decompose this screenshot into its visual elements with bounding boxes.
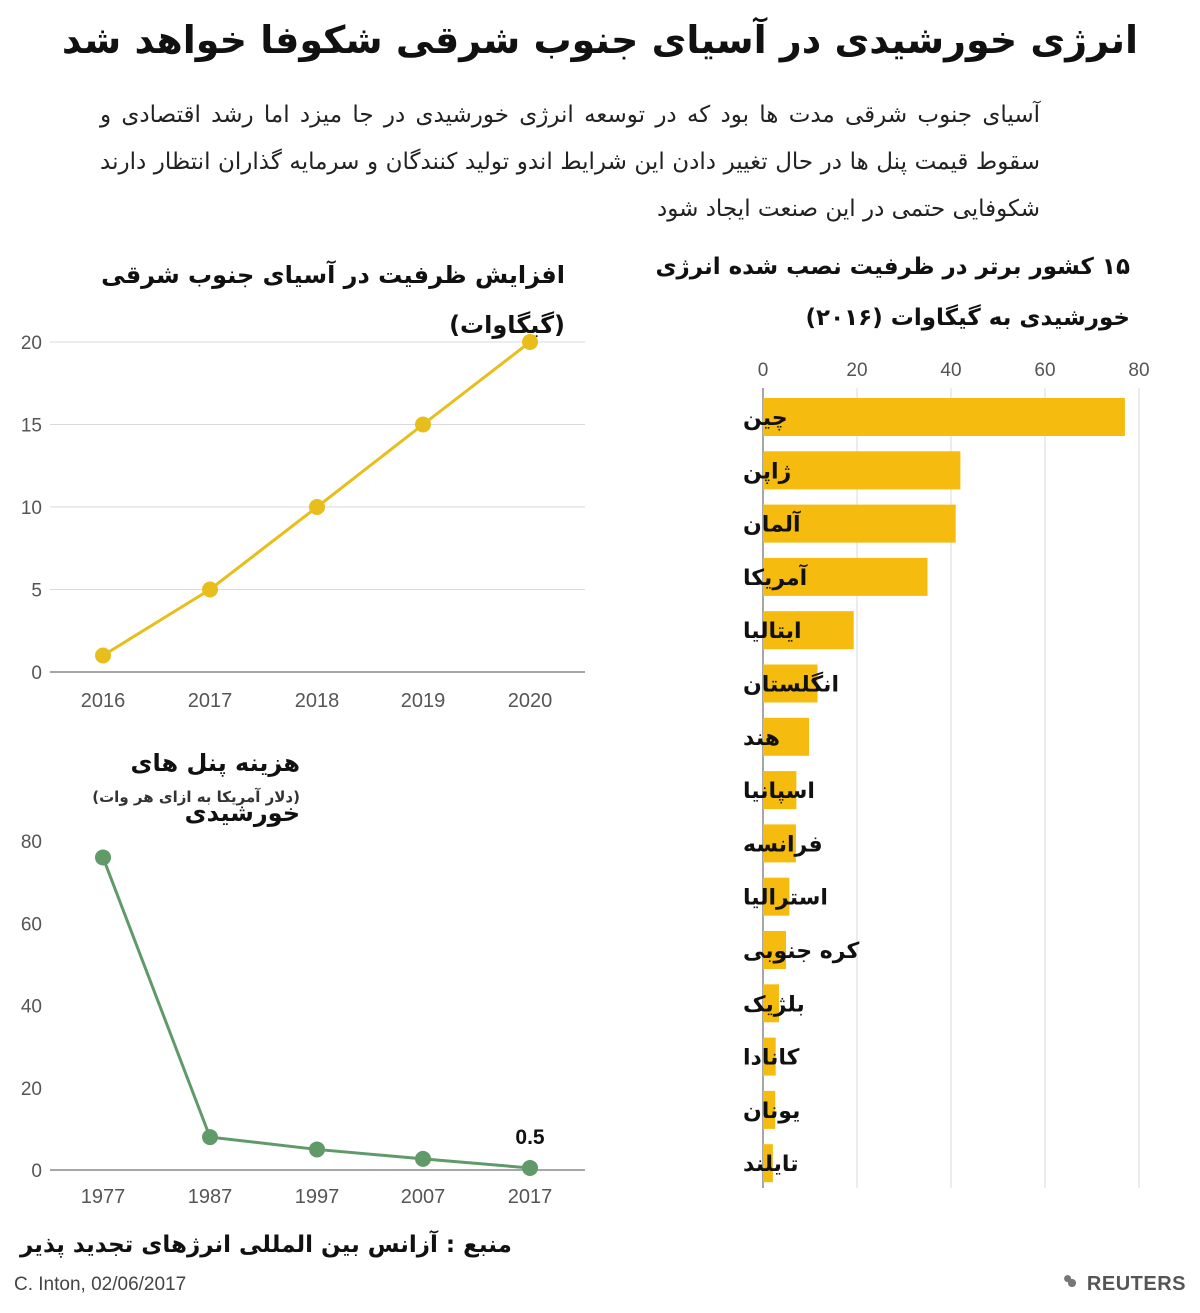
bar-x-tick: 80	[1128, 360, 1149, 381]
capacity-y-tick: 5	[31, 581, 42, 602]
capacity-point	[522, 334, 538, 350]
capacity-point	[95, 647, 111, 664]
bar-x-tick: 0	[758, 360, 769, 381]
cost-point	[309, 1141, 325, 1158]
cost-y-tick: 0	[31, 1161, 42, 1182]
capacity-line-chart: 0 5 10 15 20 2016 2017 2018 2019 2020	[21, 333, 585, 712]
cost-x-tick: 1977	[81, 1186, 126, 1208]
capacity-y-tick: 20	[21, 333, 42, 354]
country-label: فرانسه	[743, 832, 823, 857]
country-label: استرالیا	[743, 886, 828, 911]
cost-x-tick: 1987	[188, 1186, 233, 1208]
capacity-point	[309, 499, 325, 515]
source-note: منبع : آزانس بین المللی انرژهای تجدید پذ…	[20, 1232, 512, 1258]
capacity-chart-title: افزایش ظرفیت در آسیای جنوب شرقی (گیگاوات…	[101, 261, 565, 339]
capacity-series-line	[102, 340, 531, 657]
capacity-y-tick: 0	[31, 663, 42, 684]
capacity-x-tick: 2020	[508, 690, 553, 712]
country-bar-chart: 0 20 40 60 80 چین ژاپن آلمان آمریکا ایتالیا انگلس…	[743, 360, 1150, 1188]
capacity-x-tick: 2018	[295, 690, 340, 712]
capacity-x-tick: 2017	[188, 690, 233, 712]
country-bar	[763, 557, 928, 596]
country-label: یونان	[743, 1099, 800, 1124]
bar-x-tick: 40	[940, 360, 961, 381]
cost-y-tick: 60	[21, 914, 42, 935]
country-label: آلمان	[743, 510, 801, 538]
country-bar	[763, 611, 854, 650]
country-bar	[763, 398, 1125, 436]
capacity-x-tick: 2016	[81, 690, 126, 712]
cost-x-tick: 2007	[401, 1186, 446, 1208]
country-bar	[763, 664, 818, 703]
reuters-logo-text: REUTERS	[1086, 1273, 1186, 1295]
country-bar	[763, 824, 796, 863]
reuters-logo: REUTERS	[1060, 1272, 1186, 1296]
country-label: بلژیک	[743, 992, 805, 1017]
cost-y-tick: 80	[21, 832, 42, 853]
cost-chart-subtitle: (دلار آمریکا به ازای هر وات)	[92, 788, 300, 806]
country-label: ایتالیا	[743, 619, 802, 644]
cost-line-chart: 0 20 40 60 80 1977 1987 1997 2007 2017 0.5	[21, 832, 585, 1208]
country-label: کره جنوبی	[743, 939, 859, 964]
intro-text: آسیای جنوب شرقی مدت ها بود که در توسعه ا…	[100, 102, 1040, 222]
bar-chart-title: ۱۵ کشور برتر در ظرفیت نصب شده انرژی خورش…	[655, 254, 1130, 331]
bar-x-tick: 60	[1034, 360, 1055, 381]
cost-y-tick: 20	[21, 1079, 42, 1100]
country-bar	[763, 451, 961, 490]
cost-x-tick: 2017	[508, 1186, 553, 1208]
cost-chart-title: هزینه پنل های خورشیدی	[130, 749, 300, 827]
country-bar	[763, 984, 779, 1023]
country-label: اسپانیا	[743, 779, 815, 804]
reuters-logo-icon	[1060, 1272, 1083, 1294]
country-bar	[763, 1144, 773, 1183]
capacity-point	[202, 581, 218, 598]
cost-y-tick: 40	[21, 997, 42, 1018]
cost-annotation: 0.5	[515, 1126, 545, 1149]
cost-point	[95, 849, 111, 866]
country-label: انگلستان	[743, 671, 839, 698]
country-label: چین	[743, 406, 788, 431]
country-bar	[763, 717, 810, 756]
capacity-point	[415, 416, 431, 433]
cost-point	[202, 1129, 218, 1146]
cost-x-tick: 1997	[295, 1186, 340, 1208]
page-title: انرژی خورشیدی در آسیای جنوب شرقی شکوفا خ…	[61, 18, 1139, 62]
country-bar	[763, 1037, 776, 1076]
country-label: ژاپن	[743, 459, 791, 484]
country-label: کانادا	[743, 1046, 800, 1071]
country-bar	[763, 1090, 776, 1129]
country-bar	[763, 771, 797, 810]
capacity-y-tick: 10	[21, 498, 42, 519]
country-bar	[763, 504, 956, 543]
cost-point	[522, 1159, 538, 1176]
country-label: هند	[743, 726, 780, 751]
bar-x-tick: 20	[846, 360, 867, 381]
country-bar	[763, 931, 787, 969]
cost-point	[415, 1150, 431, 1167]
country-label: آمریکا	[743, 563, 808, 591]
cost-series-line	[101, 856, 531, 1170]
country-label: تایلند	[743, 1152, 798, 1177]
credit-line: C. Inton, 02/06/2017	[14, 1274, 187, 1295]
capacity-x-tick: 2019	[401, 690, 446, 712]
capacity-y-tick: 15	[21, 416, 42, 437]
country-bar	[763, 877, 790, 916]
